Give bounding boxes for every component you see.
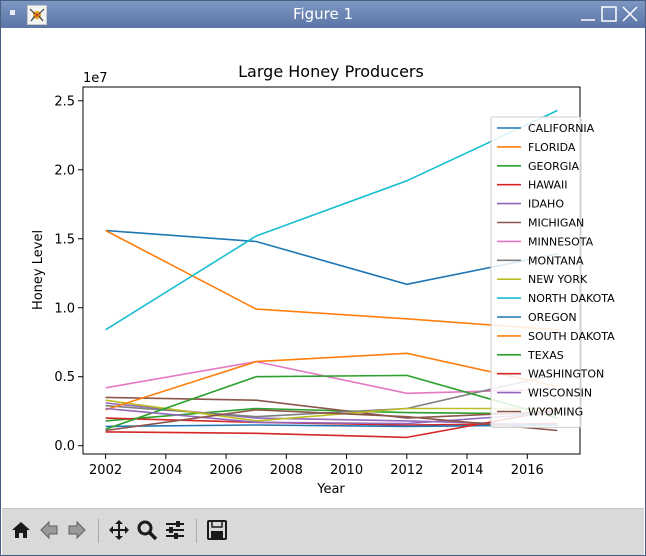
save-button[interactable] <box>204 517 230 543</box>
legend-label: TEXAS <box>527 349 564 362</box>
navigation-toolbar <box>2 508 644 555</box>
forward-button[interactable] <box>64 517 90 543</box>
maximize-icon[interactable] <box>600 5 618 27</box>
zoom-button[interactable] <box>134 517 160 543</box>
series-line-michigan <box>105 396 558 419</box>
legend-label: WISCONSIN <box>528 387 592 400</box>
x-tick-label: 2002 <box>89 463 122 478</box>
y-tick-label: 0.0 <box>54 439 75 454</box>
legend-label: MICHIGAN <box>528 217 584 230</box>
legend-label: WYOMING <box>528 406 583 419</box>
configure-subplots-button[interactable] <box>162 517 188 543</box>
x-axis-label: Year <box>316 482 345 497</box>
legend-label: WASHINGTON <box>528 368 604 381</box>
close-icon[interactable] <box>621 5 639 27</box>
series-line-oregon <box>105 424 558 428</box>
line-chart: Large Honey Producers 1e7 2002 2004 2006 20… <box>31 62 615 497</box>
y-tick-label: 1.0 <box>54 301 75 316</box>
save-icon <box>207 520 227 540</box>
y-tick-label: 0.5 <box>54 370 75 385</box>
y-tick-label: 2.5 <box>54 94 75 109</box>
x-tick-label: 2004 <box>149 463 182 478</box>
series-line-florida <box>105 229 558 331</box>
x-tick-label: 2012 <box>390 463 423 478</box>
back-button[interactable] <box>36 517 62 543</box>
sliders-icon <box>166 521 184 539</box>
figure-canvas[interactable]: Large Honey Producers 1e7 2002 2004 2006 20… <box>2 29 644 508</box>
home-icon <box>12 522 30 538</box>
legend-label: SOUTH DAKOTA <box>528 330 615 343</box>
chart-title: Large Honey Producers <box>238 62 424 81</box>
series-lines <box>105 109 558 439</box>
series-line-wisconsin <box>105 407 558 425</box>
legend-label: NORTH DAKOTA <box>528 292 615 305</box>
series-line-wyoming <box>105 408 558 432</box>
legend-label: OREGON <box>528 311 577 324</box>
legend: CALIFORNIA FLORIDA GEORGIA HAWAII IDAHO MICHI… <box>490 116 615 428</box>
x-tick-label: 2010 <box>330 463 363 478</box>
series-line-north-dakota <box>105 109 558 331</box>
toolbar-separator <box>196 519 197 543</box>
series-line-new-york <box>105 399 558 422</box>
y-tick-label: 1.5 <box>54 232 75 247</box>
minimize-icon[interactable] <box>579 5 597 27</box>
arrow-right-icon <box>68 520 86 540</box>
legend-label: CALIFORNIA <box>528 122 595 135</box>
x-tick-label: 2014 <box>450 463 483 478</box>
matplotlib-app-icon <box>27 5 47 25</box>
legend-label: GEORGIA <box>528 160 580 173</box>
x-tick-label: 2008 <box>270 463 303 478</box>
zoom-icon <box>137 520 158 541</box>
series-line-texas <box>105 374 558 430</box>
title-bar[interactable]: Figure 1 <box>1 1 645 28</box>
legend-label: HAWAII <box>528 179 567 192</box>
window-title: Figure 1 <box>292 5 354 23</box>
home-button[interactable] <box>8 517 34 543</box>
arrow-left-icon <box>40 520 58 540</box>
legend-label: FLORIDA <box>528 141 576 154</box>
window-menu-icon[interactable] <box>10 10 15 15</box>
y-tick-label: 2.0 <box>54 163 75 178</box>
y-axis-label: Honey Level <box>31 230 46 310</box>
series-line-south-dakota <box>105 352 558 411</box>
legend-label: IDAHO <box>528 198 564 211</box>
y-offset-text: 1e7 <box>83 71 108 86</box>
legend-label: NEW YORK <box>528 273 588 286</box>
legend-label: MONTANA <box>528 254 584 267</box>
toolbar-separator <box>98 519 99 543</box>
x-tick-label: 2016 <box>511 463 544 478</box>
pan-button[interactable] <box>106 517 132 543</box>
series-line-california <box>105 229 558 286</box>
move-icon <box>109 520 129 540</box>
legend-box <box>490 116 582 428</box>
legend-label: MINNESOTA <box>528 235 594 248</box>
x-tick-label: 2006 <box>210 463 243 478</box>
axis-ticks: 2002 2004 2006 2008 2010 2012 2014 2016 0.0 0.5 1.… <box>54 94 544 478</box>
